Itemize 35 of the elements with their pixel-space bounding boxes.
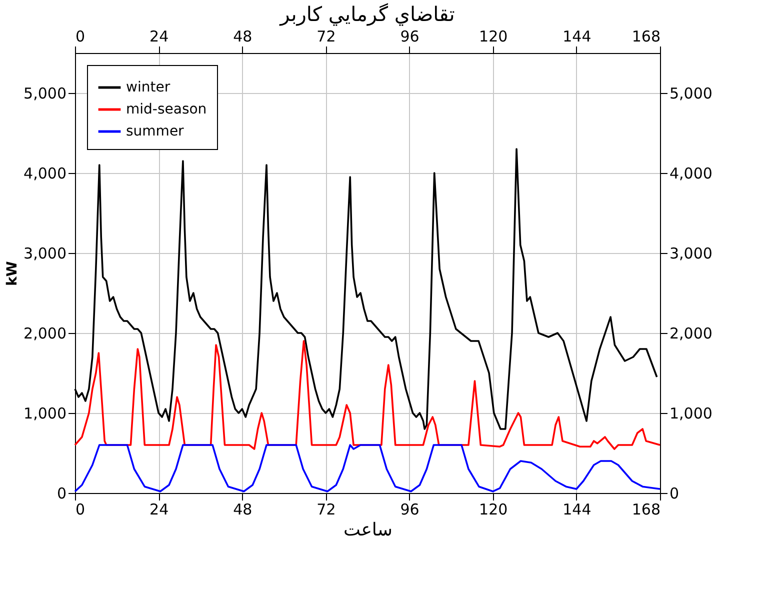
- x2-tick-label: 0: [76, 28, 86, 46]
- x-tick-label: 168: [632, 500, 660, 518]
- x-tick-label: 48: [233, 500, 252, 518]
- x-tick-label: 0: [76, 500, 86, 518]
- y-tick-label: 5,000: [24, 84, 66, 102]
- y-tick-label: 2,000: [24, 324, 66, 342]
- y2-tick-label: 1,000: [670, 404, 712, 422]
- y2-tick-label: 5,000: [670, 84, 712, 102]
- x-tick-label: 144: [562, 500, 592, 518]
- legend-label: mid-season: [126, 102, 207, 118]
- x2-tick-label: 48: [233, 28, 252, 46]
- y-axis-title: kW: [4, 261, 21, 286]
- y2-tick-label: 3,000: [670, 244, 712, 262]
- y2-tick-label: 0: [670, 484, 680, 502]
- y-tick-label: 0: [56, 484, 66, 502]
- x2-tick-label: 120: [479, 28, 508, 46]
- x2-tick-label: 96: [400, 28, 420, 46]
- x-tick-label: 96: [400, 500, 420, 518]
- legend-label: winter: [126, 80, 170, 96]
- x-axis-title: ساعت: [344, 520, 392, 540]
- legend-label: summer: [126, 124, 184, 140]
- y2-tick-label: 4,000: [670, 164, 712, 182]
- line-series: [74, 340, 661, 450]
- x2-tick-label: 144: [562, 28, 592, 46]
- y-tick-label: 3,000: [24, 244, 66, 262]
- x-tick-label: 72: [316, 500, 336, 518]
- x2-tick-label: 72: [316, 28, 336, 46]
- y2-tick-label: 2,000: [670, 324, 712, 342]
- y-tick-label: 1,000: [24, 404, 66, 422]
- chart-title: تقاضاي گرمايي كاربر: [279, 2, 455, 26]
- y-tick-label: 4,000: [24, 164, 66, 182]
- x-tick-label: 24: [150, 500, 169, 518]
- x2-tick-label: 168: [632, 28, 660, 46]
- x2-tick-label: 24: [150, 28, 169, 46]
- x-tick-label: 120: [479, 500, 508, 518]
